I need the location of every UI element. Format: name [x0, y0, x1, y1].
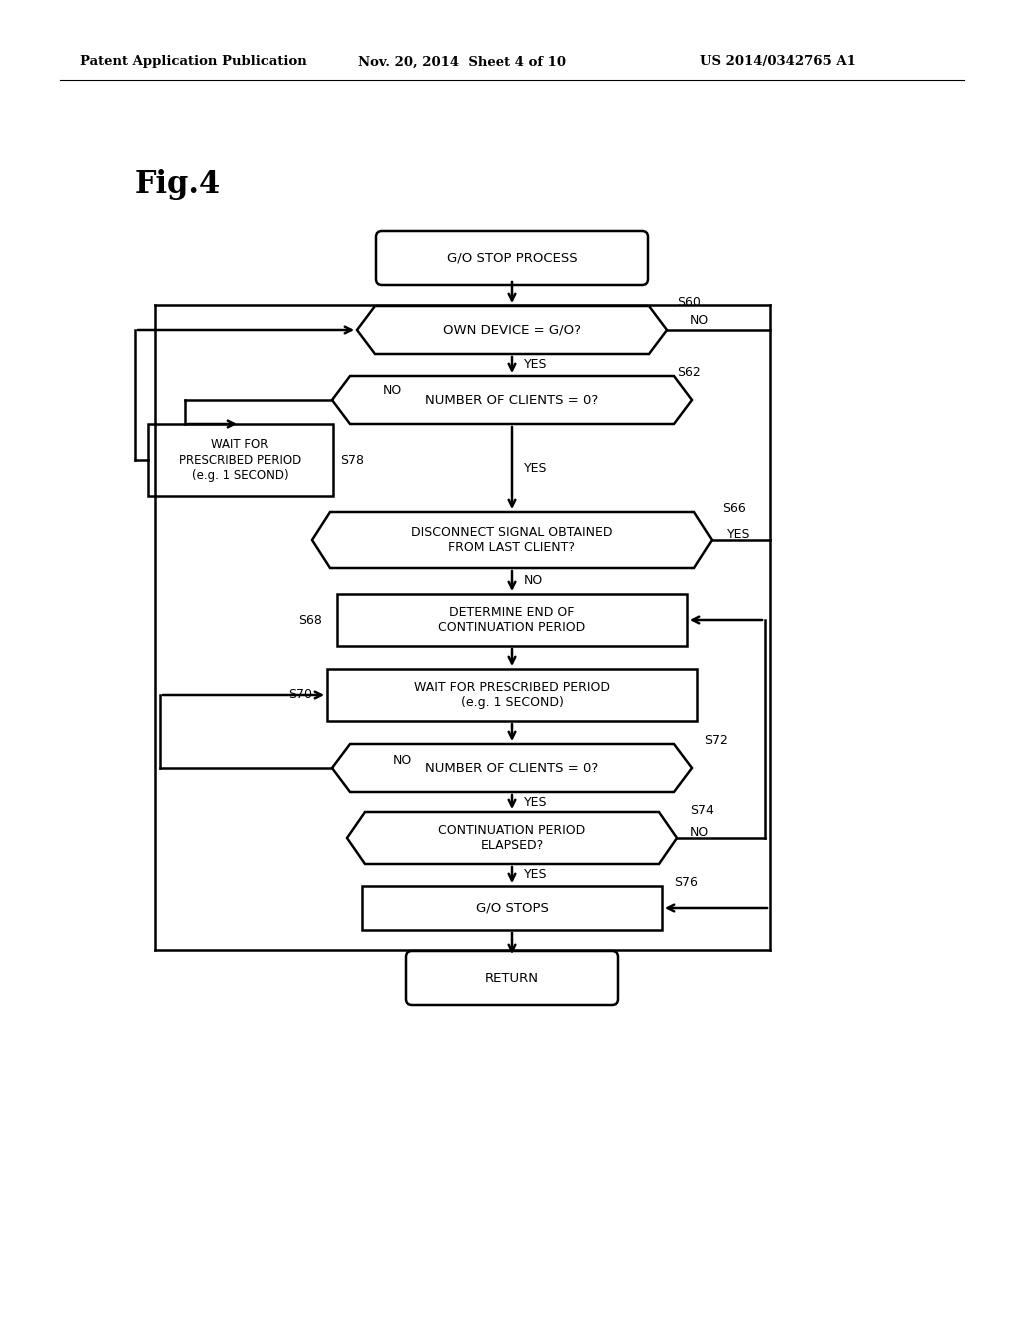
- Text: RETURN: RETURN: [485, 972, 539, 985]
- Text: US 2014/0342765 A1: US 2014/0342765 A1: [700, 55, 856, 69]
- Text: NO: NO: [690, 826, 710, 840]
- Text: NUMBER OF CLIENTS = 0?: NUMBER OF CLIENTS = 0?: [425, 393, 599, 407]
- Text: S68: S68: [298, 614, 322, 627]
- Text: S76: S76: [674, 875, 698, 888]
- Polygon shape: [332, 744, 692, 792]
- Polygon shape: [332, 376, 692, 424]
- FancyBboxPatch shape: [406, 950, 618, 1005]
- Text: S62: S62: [677, 366, 700, 379]
- Text: Nov. 20, 2014  Sheet 4 of 10: Nov. 20, 2014 Sheet 4 of 10: [358, 55, 566, 69]
- Text: NUMBER OF CLIENTS = 0?: NUMBER OF CLIENTS = 0?: [425, 762, 599, 775]
- Text: CONTINUATION PERIOD
ELAPSED?: CONTINUATION PERIOD ELAPSED?: [438, 824, 586, 851]
- Text: NO: NO: [383, 384, 402, 396]
- Text: YES: YES: [524, 869, 548, 882]
- Polygon shape: [347, 812, 677, 865]
- Bar: [147, 424, 333, 496]
- Text: S72: S72: [705, 734, 728, 747]
- Text: G/O STOP PROCESS: G/O STOP PROCESS: [446, 252, 578, 264]
- Bar: [337, 594, 687, 645]
- Text: S70: S70: [288, 689, 312, 701]
- Text: YES: YES: [524, 462, 548, 474]
- Text: S60: S60: [677, 296, 700, 309]
- Text: Patent Application Publication: Patent Application Publication: [80, 55, 307, 69]
- Bar: [362, 886, 662, 931]
- Bar: [327, 669, 697, 721]
- FancyBboxPatch shape: [376, 231, 648, 285]
- Text: NO: NO: [690, 314, 710, 326]
- Text: Fig.4: Fig.4: [135, 169, 221, 201]
- Text: DISCONNECT SIGNAL OBTAINED
FROM LAST CLIENT?: DISCONNECT SIGNAL OBTAINED FROM LAST CLI…: [412, 525, 612, 554]
- Polygon shape: [312, 512, 712, 568]
- Text: G/O STOPS: G/O STOPS: [475, 902, 549, 915]
- Text: S78: S78: [340, 454, 364, 466]
- Text: WAIT FOR
PRESCRIBED PERIOD
(e.g. 1 SECOND): WAIT FOR PRESCRIBED PERIOD (e.g. 1 SECON…: [179, 438, 301, 482]
- Text: DETERMINE END OF
CONTINUATION PERIOD: DETERMINE END OF CONTINUATION PERIOD: [438, 606, 586, 634]
- Polygon shape: [357, 306, 667, 354]
- Text: WAIT FOR PRESCRIBED PERIOD
(e.g. 1 SECOND): WAIT FOR PRESCRIBED PERIOD (e.g. 1 SECON…: [414, 681, 610, 709]
- Text: YES: YES: [727, 528, 751, 541]
- Text: NO: NO: [524, 574, 544, 587]
- Text: S74: S74: [690, 804, 714, 817]
- Text: OWN DEVICE = G/O?: OWN DEVICE = G/O?: [443, 323, 581, 337]
- Text: NO: NO: [393, 754, 412, 767]
- Text: YES: YES: [524, 796, 548, 808]
- Text: YES: YES: [524, 359, 548, 371]
- Text: S66: S66: [722, 502, 745, 515]
